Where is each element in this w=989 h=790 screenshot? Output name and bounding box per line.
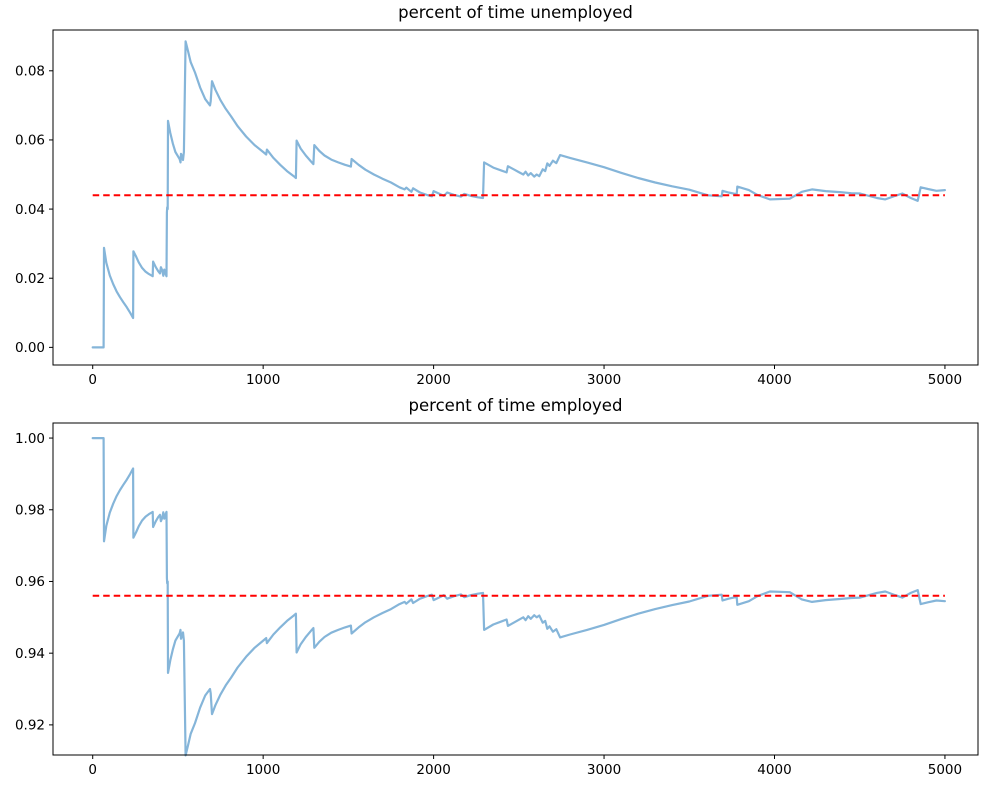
y-tick-label: 0.92 [15, 718, 45, 734]
x-tick-label: 5000 [928, 762, 962, 778]
y-tick-label: 0.98 [15, 502, 45, 518]
x-tick-label: 3000 [587, 372, 621, 388]
axes-unemployed: 0 1000 2000 3000 4000 5000 0.00 0.02 0.04 0.06 0.0… [15, 29, 979, 388]
x-tick-label: 4000 [757, 762, 791, 778]
axes-employed: 0 1000 2000 3000 4000 5000 0.92 0.94 0.96 0.98 1.0… [15, 422, 979, 778]
y-tick-label: 0.00 [15, 340, 45, 356]
chart-title-unemployed: percent of time unemployed [398, 3, 633, 22]
x-tick-label: 0 [88, 372, 97, 388]
unemployed-fraction-line [91, 40, 946, 349]
axes-spines [52, 29, 979, 366]
x-tick-label: 1000 [246, 762, 280, 778]
x-tick-label: 2000 [416, 372, 450, 388]
x-tick-label: 0 [88, 762, 97, 778]
y-tick-label: 0.04 [15, 202, 45, 218]
axes-spines [52, 422, 979, 756]
y-tick-label: 0.96 [15, 574, 45, 590]
y-tick-label: 0.06 [15, 133, 45, 149]
x-tick-label: 5000 [928, 372, 962, 388]
x-tick-label: 4000 [757, 372, 791, 388]
y-tick-label: 1.00 [15, 431, 45, 447]
y-tick-label: 0.08 [15, 63, 45, 79]
y-tick-label: 0.02 [15, 271, 45, 287]
x-tick-label: 2000 [416, 762, 450, 778]
chart-title-employed: percent of time employed [408, 396, 623, 415]
x-tick-label: 3000 [587, 762, 621, 778]
y-tick-label: 0.94 [15, 646, 45, 662]
x-tick-label: 1000 [246, 372, 280, 388]
employed-fraction-line [91, 437, 946, 757]
